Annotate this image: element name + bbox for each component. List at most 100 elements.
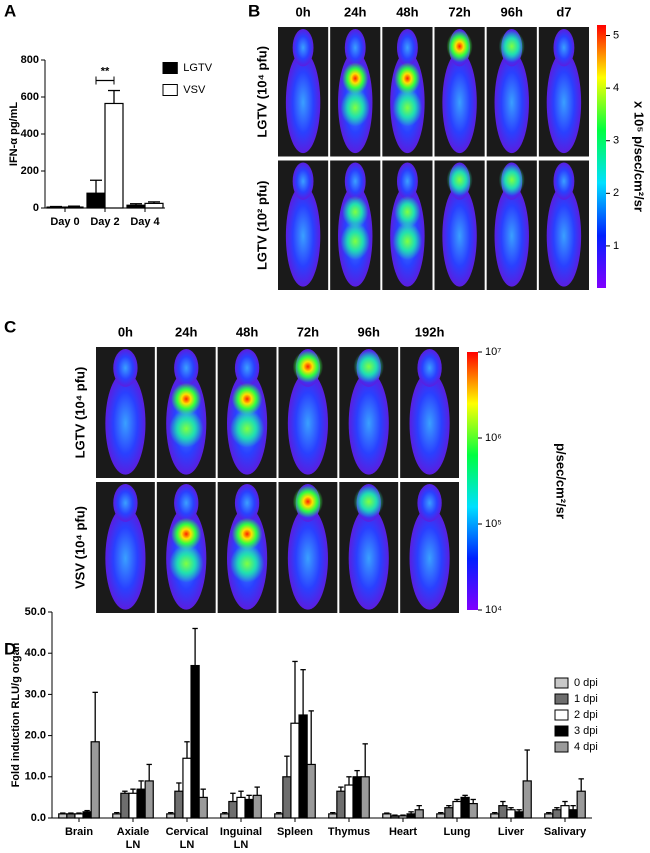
x-tick-label: Spleen	[277, 826, 313, 838]
signal	[342, 62, 369, 95]
signal	[446, 163, 473, 196]
bar	[228, 800, 238, 819]
bar	[552, 809, 562, 819]
mouse-body	[442, 185, 477, 287]
signal	[392, 222, 423, 260]
signal	[340, 89, 370, 127]
bar	[274, 813, 284, 819]
signal	[498, 163, 525, 196]
x-tick-label: Lung	[444, 826, 471, 838]
mouse-head	[113, 484, 138, 522]
bar	[144, 202, 164, 209]
bar	[468, 802, 478, 819]
y-tick-label: 0.0	[31, 812, 46, 824]
mouse-head	[234, 484, 260, 522]
signal	[231, 382, 263, 416]
column-label: 192h	[415, 324, 445, 339]
colorbar-tick-label: 10⁷	[485, 346, 501, 358]
bar	[352, 776, 362, 819]
mouse-head	[344, 162, 366, 200]
bar	[236, 796, 246, 819]
bar	[576, 790, 586, 819]
bar	[182, 757, 192, 819]
legend-swatch	[554, 677, 569, 689]
legend-label: 0 dpi	[574, 677, 598, 689]
column-label: d7	[556, 4, 571, 19]
x-tick-label: Thymus	[328, 826, 370, 838]
bar	[360, 776, 370, 819]
bar	[544, 813, 554, 819]
bar	[298, 714, 308, 819]
bar	[190, 664, 200, 819]
colorbar-tick-label: 5	[613, 29, 619, 41]
bar	[86, 192, 106, 209]
bar	[282, 776, 292, 819]
x-tick-label: Brain	[65, 826, 93, 838]
bar	[498, 805, 508, 819]
mouse-body	[546, 185, 582, 287]
x-tick-label-line: LN	[180, 839, 195, 851]
bar	[444, 807, 454, 819]
signal	[171, 517, 202, 551]
mouse-head	[234, 349, 260, 387]
mouse-body	[546, 51, 582, 154]
bar	[460, 796, 470, 819]
bar	[128, 792, 138, 819]
colorbar	[597, 25, 606, 288]
signal	[230, 544, 265, 583]
column-label: 48h	[236, 324, 258, 339]
x-tick-label-line: LN	[126, 839, 141, 851]
legend-label: 3 dpi	[574, 725, 598, 737]
bar	[506, 809, 516, 819]
bar	[112, 813, 122, 819]
signal	[498, 30, 525, 63]
x-tick-label-line: Thymus	[328, 826, 370, 838]
bar	[104, 102, 124, 209]
x-tick-label-line: Salivary	[544, 826, 587, 838]
bar	[290, 722, 300, 819]
signal	[292, 485, 324, 518]
y-tick-label: 800	[21, 54, 39, 66]
mouse-body	[285, 185, 321, 287]
x-tick-label: Heart	[389, 826, 417, 838]
bar	[174, 790, 184, 819]
signal	[353, 350, 384, 383]
legend-swatch	[554, 741, 569, 753]
y-tick-label: 50.0	[25, 606, 46, 618]
mouse-head	[174, 484, 199, 522]
mouse-head	[417, 349, 442, 387]
mouse-body	[409, 372, 450, 475]
mouse-head	[417, 484, 442, 522]
panel-letter: A	[4, 1, 16, 20]
bar	[120, 792, 130, 819]
signal	[394, 62, 421, 95]
colorbar-tick-label: 10⁵	[485, 518, 502, 530]
signal	[230, 409, 265, 448]
bar	[514, 811, 524, 819]
column-label: 72h	[297, 324, 319, 339]
bar	[390, 815, 400, 819]
mouse-head	[553, 162, 575, 200]
column-label: 96h	[358, 324, 380, 339]
mouse-head	[344, 29, 366, 67]
bar	[58, 813, 68, 819]
x-tick-label-line: Cervical	[166, 826, 209, 838]
significance-label: **	[101, 65, 110, 77]
bar	[136, 788, 146, 819]
bar	[198, 796, 208, 819]
legend-swatch	[554, 709, 569, 721]
bar	[220, 813, 230, 819]
bar	[382, 813, 392, 819]
bar	[252, 794, 262, 819]
bar	[64, 206, 84, 209]
colorbar-label: p/sec/cm²/sr	[554, 443, 569, 519]
panel-letter: D	[4, 639, 16, 658]
mouse-body	[285, 51, 321, 154]
x-tick-label-line: LN	[234, 839, 249, 851]
y-tick-label: 10.0	[25, 771, 46, 783]
bar	[74, 813, 84, 819]
x-tick-label-line: Lung	[444, 826, 471, 838]
x-tick-label: Salivary	[544, 826, 587, 838]
mouse-head	[396, 29, 418, 67]
